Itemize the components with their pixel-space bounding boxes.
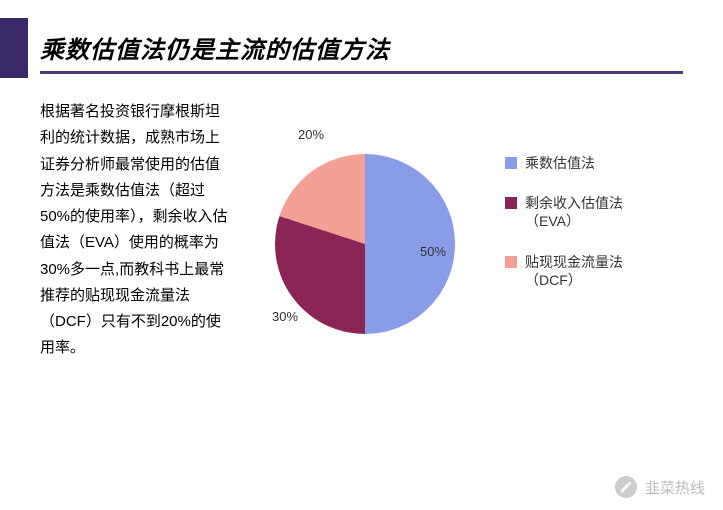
pie-chart: 50% 30% 20% [250,129,480,359]
watermark: 韭菜热线 [615,476,705,498]
legend-label: 乘数估值法 [525,154,595,172]
legend-item-1: 剩余收入估值法（EVA） [505,194,665,230]
title-underline [40,71,683,74]
legend-label: 贴现现金流量法（DCF） [525,253,665,289]
page-title: 乘数估值法仍是主流的估值方法 [40,30,683,65]
body-paragraph: 根据著名投资银行摩根斯坦利的统计数据，成熟市场上证券分析师最常使用的估值方法是乘… [40,99,230,362]
legend-swatch-icon [505,256,517,268]
pie-slice-label-2: 20% [298,127,324,142]
chart-area: 50% 30% 20% 乘数估值法 剩余收入估值法（EVA） 贴现现金流量法（D… [250,99,683,362]
legend-swatch-icon [505,197,517,209]
pencil-icon [619,480,633,494]
legend-item-0: 乘数估值法 [505,154,665,172]
watermark-icon [615,476,637,498]
slide: 乘数估值法仍是主流的估值方法 根据著名投资银行摩根斯坦利的统计数据，成熟市场上证… [0,0,723,510]
pie-slice-label-0: 50% [420,244,446,259]
pie-slice-label-1: 30% [272,309,298,324]
legend-swatch-icon [505,157,517,169]
legend-item-2: 贴现现金流量法（DCF） [505,253,665,289]
accent-bar [0,18,28,78]
watermark-text: 韭菜热线 [645,477,705,498]
content-area: 根据著名投资银行摩根斯坦利的统计数据，成熟市场上证券分析师最常使用的估值方法是乘… [40,99,683,362]
chart-legend: 乘数估值法 剩余收入估值法（EVA） 贴现现金流量法（DCF） [505,154,665,289]
legend-label: 剩余收入估值法（EVA） [525,194,665,230]
